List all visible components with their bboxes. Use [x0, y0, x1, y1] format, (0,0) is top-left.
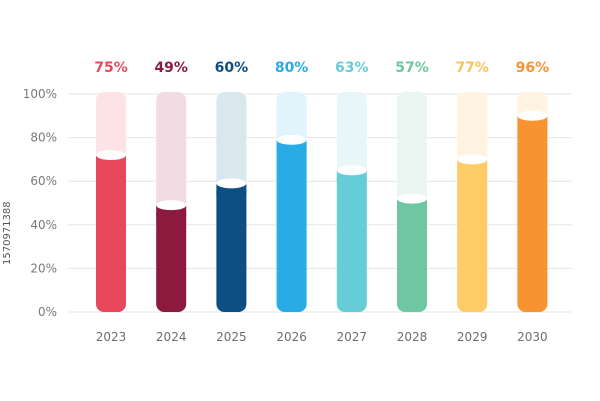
bar [517, 115, 548, 312]
value-label: 75% [94, 60, 128, 76]
bar-cap [457, 154, 488, 165]
y-axis-ticks: 0% 20% 40% 60% 80% 100% [23, 87, 57, 319]
value-labels: 75% 49% 60% 80% 63% 57% 77% 96% [94, 60, 549, 76]
value-label: 57% [395, 60, 429, 76]
value-label: 77% [455, 60, 489, 76]
bar-cap [336, 165, 367, 176]
year-label: 2024 [156, 330, 187, 344]
stock-id-watermark: 1570971388 [2, 201, 13, 265]
year-label: 2030 [517, 330, 548, 344]
bar [457, 159, 488, 312]
x-axis-ticks: 2023 2024 2025 2026 2027 2028 2029 2030 [96, 330, 548, 344]
bar [276, 139, 307, 312]
bar-cap [216, 178, 247, 189]
bar-cap [96, 150, 126, 161]
value-label: 60% [215, 60, 249, 76]
bar-cap [156, 200, 187, 211]
bar [397, 198, 427, 312]
y-tick-label: 80% [30, 131, 57, 145]
bar-group [336, 92, 367, 312]
y-tick-label: 40% [30, 218, 57, 232]
y-tick-label: 20% [30, 261, 57, 275]
bar-cap [276, 134, 307, 145]
bar [216, 183, 247, 312]
bar-group [216, 92, 247, 312]
bar-cap [517, 110, 548, 121]
value-label: 96% [516, 60, 550, 76]
year-label: 2027 [337, 330, 368, 344]
bar-group [517, 92, 548, 312]
bar-group [96, 92, 126, 312]
bar-group [276, 92, 307, 312]
value-label: 63% [335, 60, 369, 76]
year-label: 2025 [216, 330, 247, 344]
y-tick-label: 100% [23, 87, 57, 101]
y-tick-label: 60% [30, 174, 57, 188]
year-label: 2026 [276, 330, 307, 344]
bar-group [457, 92, 488, 312]
bar [156, 205, 187, 312]
bar-group [397, 92, 427, 312]
bar [336, 170, 367, 312]
value-label: 49% [154, 60, 188, 76]
bar-cap [397, 193, 427, 204]
bars-layer [96, 92, 548, 312]
grid-layer [68, 93, 572, 313]
bar-group [156, 92, 187, 312]
year-label: 2023 [96, 330, 127, 344]
year-label: 2029 [457, 330, 488, 344]
value-label: 80% [275, 60, 309, 76]
bar [96, 155, 126, 312]
y-tick-label: 0% [38, 305, 57, 319]
year-label: 2028 [397, 330, 428, 344]
